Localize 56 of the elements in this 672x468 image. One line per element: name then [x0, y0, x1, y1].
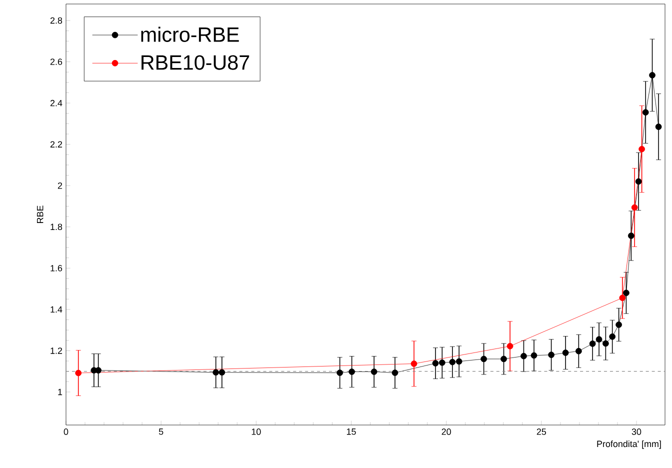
point	[655, 124, 662, 130]
point	[635, 178, 642, 185]
x-tick-label: 15	[346, 428, 356, 435]
y-tick-label: 1	[58, 388, 62, 396]
point	[562, 350, 569, 356]
point	[506, 342, 514, 350]
point	[609, 333, 616, 340]
point	[432, 360, 439, 366]
y-tick-label: 1.6	[50, 264, 62, 272]
x-axis-title: Profondita' [mm]	[597, 440, 661, 449]
x-tick-label: 5	[158, 428, 164, 435]
point	[456, 358, 462, 365]
point	[336, 370, 344, 376]
y-tick-label: 2.6	[50, 58, 62, 65]
point	[638, 146, 645, 152]
point	[348, 368, 355, 375]
point	[520, 352, 527, 360]
point	[649, 72, 656, 78]
point	[530, 352, 538, 359]
point	[370, 368, 378, 375]
point	[548, 352, 554, 358]
legend-label: RBE10-U87	[142, 55, 250, 70]
x-tick-label: 30	[632, 428, 642, 435]
point	[642, 109, 649, 116]
x-tick-label: 20	[442, 428, 451, 435]
point	[619, 294, 626, 302]
point	[212, 369, 220, 376]
point	[392, 370, 398, 376]
x-tick-label: 0	[64, 428, 68, 435]
y-tick-label: 1.8	[50, 224, 62, 230]
point	[410, 360, 418, 367]
legend-label: micro-RBE	[141, 26, 239, 42]
x-tick-label: 25	[536, 428, 546, 435]
point	[575, 348, 582, 354]
point	[616, 322, 622, 328]
point	[596, 336, 602, 343]
y-tick-label: 2	[58, 182, 62, 189]
point	[95, 367, 102, 374]
point	[218, 369, 226, 376]
point	[449, 358, 456, 366]
point	[623, 290, 630, 296]
x-tick-label: 10	[252, 428, 261, 435]
point	[589, 340, 596, 347]
point	[438, 359, 446, 366]
y-axis-title: RBE	[37, 206, 44, 223]
point	[628, 232, 634, 239]
point	[602, 340, 609, 347]
point	[75, 370, 82, 376]
y-tick-label: 1.2	[50, 348, 62, 354]
y-tick-label: 1.4	[50, 306, 62, 313]
point	[500, 356, 507, 362]
point	[480, 356, 487, 362]
y-tick-label: 2.4	[50, 100, 62, 106]
y-tick-label: 2.2	[50, 141, 62, 148]
point	[631, 204, 638, 211]
y-tick-label: 2.8	[50, 17, 62, 24]
